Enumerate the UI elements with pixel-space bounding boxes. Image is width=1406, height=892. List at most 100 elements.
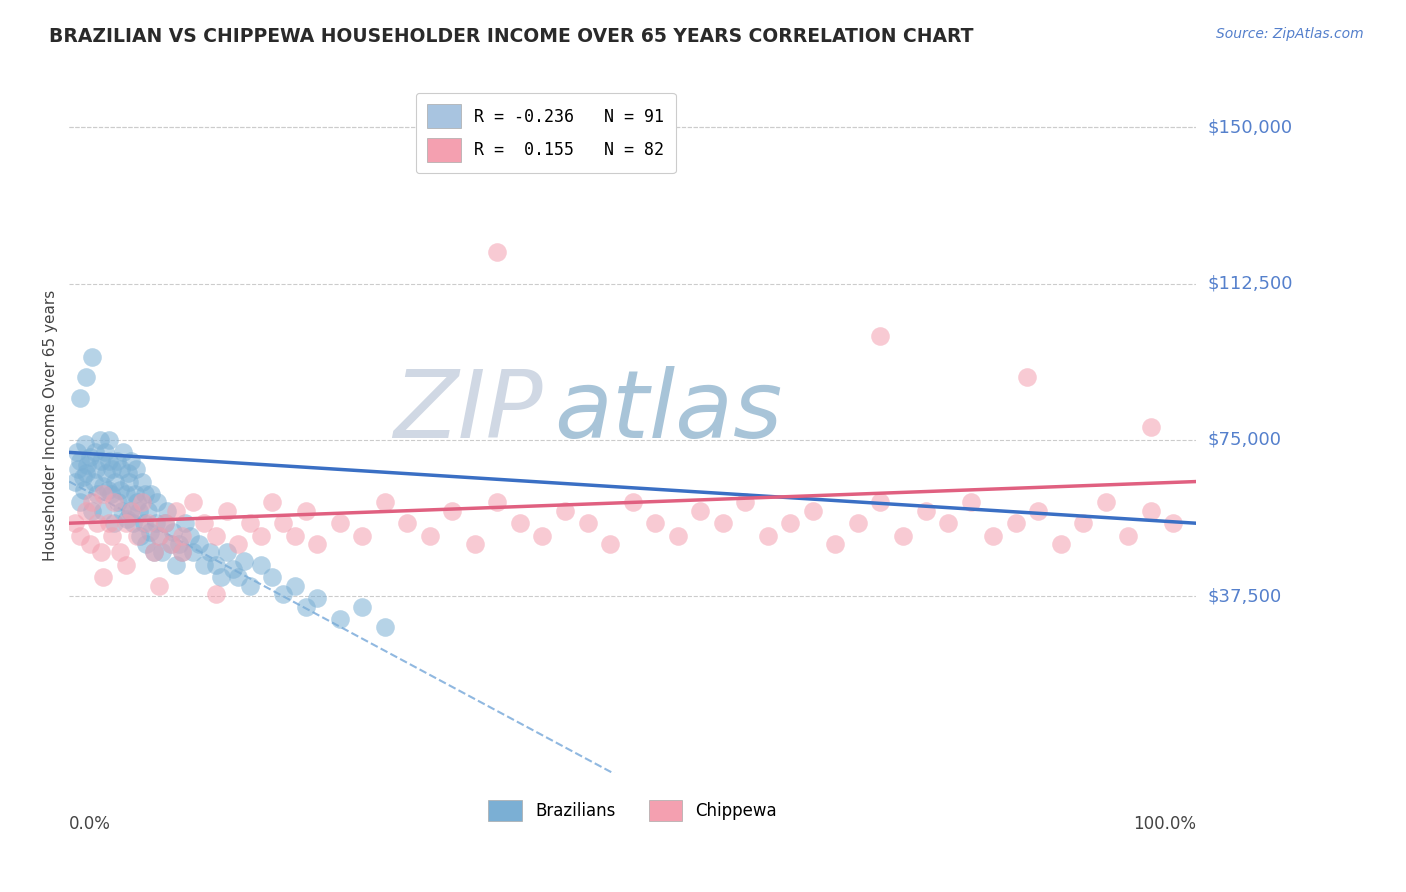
Point — [136, 504, 159, 518]
Point — [779, 516, 801, 531]
Point — [419, 529, 441, 543]
Point — [125, 529, 148, 543]
Point — [129, 529, 152, 543]
Point — [142, 545, 165, 559]
Point — [69, 495, 91, 509]
Point — [89, 433, 111, 447]
Point — [295, 599, 318, 614]
Point — [824, 537, 846, 551]
Point — [249, 529, 271, 543]
Point — [165, 504, 187, 518]
Point — [159, 537, 181, 551]
Point — [107, 495, 129, 509]
Point — [1026, 504, 1049, 518]
Point — [76, 458, 98, 472]
Point — [869, 495, 891, 509]
Point — [260, 495, 283, 509]
Point — [226, 570, 249, 584]
Point — [97, 516, 120, 531]
Point — [67, 462, 90, 476]
Point — [91, 487, 114, 501]
Point — [509, 516, 531, 531]
Point — [117, 467, 139, 481]
Point — [226, 537, 249, 551]
Point — [273, 587, 295, 601]
Point — [80, 350, 103, 364]
Point — [1118, 529, 1140, 543]
Point — [120, 504, 142, 518]
Point — [959, 495, 981, 509]
Point — [79, 450, 101, 464]
Point — [249, 558, 271, 572]
Point — [1004, 516, 1026, 531]
Text: $150,000: $150,000 — [1208, 119, 1292, 136]
Point — [260, 570, 283, 584]
Point — [329, 516, 352, 531]
Point — [150, 545, 173, 559]
Point — [110, 462, 132, 476]
Point — [103, 516, 125, 531]
Point — [139, 524, 162, 539]
Point — [153, 516, 176, 531]
Point — [936, 516, 959, 531]
Point — [146, 495, 169, 509]
Point — [103, 495, 125, 509]
Point — [69, 454, 91, 468]
Point — [221, 562, 243, 576]
Point — [181, 495, 204, 509]
Text: atlas: atlas — [554, 366, 782, 457]
Point — [69, 391, 91, 405]
Point — [97, 454, 120, 468]
Point — [193, 516, 215, 531]
Point — [120, 504, 142, 518]
Point — [284, 529, 307, 543]
Point — [84, 445, 107, 459]
Point — [122, 516, 145, 531]
Point — [100, 487, 122, 501]
Point — [86, 487, 108, 501]
Point — [75, 370, 97, 384]
Point — [486, 245, 509, 260]
Point — [108, 545, 131, 559]
Point — [75, 467, 97, 481]
Point — [215, 545, 238, 559]
Point — [181, 545, 204, 559]
Point — [170, 545, 193, 559]
Point — [101, 529, 124, 543]
Point — [125, 495, 148, 509]
Point — [91, 479, 114, 493]
Point — [352, 529, 374, 543]
Point — [295, 504, 318, 518]
Text: BRAZILIAN VS CHIPPEWA HOUSEHOLDER INCOME OVER 65 YEARS CORRELATION CHART: BRAZILIAN VS CHIPPEWA HOUSEHOLDER INCOME… — [49, 27, 974, 45]
Point — [148, 529, 170, 543]
Point — [204, 529, 226, 543]
Legend: Brazilians, Chippewa: Brazilians, Chippewa — [482, 794, 783, 828]
Point — [554, 504, 576, 518]
Point — [141, 487, 163, 501]
Point — [756, 529, 779, 543]
Point — [352, 599, 374, 614]
Point — [204, 558, 226, 572]
Point — [170, 545, 193, 559]
Point — [148, 529, 170, 543]
Point — [136, 516, 159, 531]
Point — [91, 504, 114, 518]
Point — [135, 537, 157, 551]
Point — [94, 445, 117, 459]
Point — [75, 504, 97, 518]
Text: 0.0%: 0.0% — [69, 815, 111, 833]
Point — [374, 495, 396, 509]
Point — [1049, 537, 1071, 551]
Point — [90, 545, 112, 559]
Point — [1140, 420, 1163, 434]
Point — [148, 579, 170, 593]
Point — [711, 516, 734, 531]
Point — [869, 328, 891, 343]
Point — [179, 529, 201, 543]
Point — [84, 462, 107, 476]
Point — [97, 433, 120, 447]
Point — [162, 524, 184, 539]
Point — [1163, 516, 1185, 531]
Point — [329, 612, 352, 626]
Point — [576, 516, 599, 531]
